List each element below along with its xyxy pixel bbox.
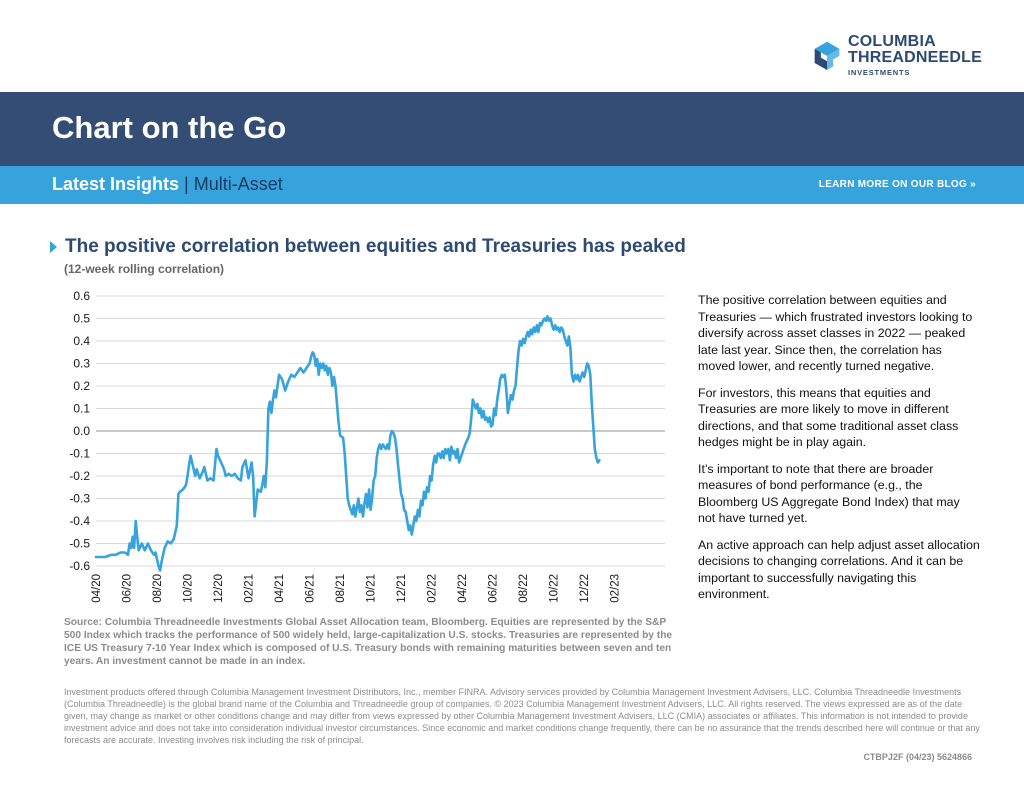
insights-label-group: Latest Insights | Multi-Asset [52, 174, 283, 195]
x-tick-label: 04/22 [457, 574, 469, 603]
chart-heading: The positive correlation between equitie… [50, 236, 686, 258]
grid-layer [96, 295, 665, 567]
x-tick-label: 10/22 [549, 574, 561, 603]
y-axis-labels: 0.6 0.5 0.4 0.3 0.2 0.1 0.0 -0.1 -0.2 -0.3 -0.4 -0.… [69, 289, 90, 573]
y-tick-label: 0.3 [73, 357, 90, 371]
y-tick-label: -0.4 [69, 514, 90, 528]
y-tick-label: 0.5 [73, 312, 90, 326]
x-tick-label: 08/21 [335, 574, 347, 603]
x-tick-label: 12/21 [396, 574, 408, 603]
insights-bar: Latest Insights | Multi-Asset LEARN MORE… [0, 166, 1024, 204]
commentary-paragraph-3: It’s important to note that there are br… [698, 461, 960, 526]
y-tick-label: 0.1 [73, 402, 90, 416]
learn-more-link[interactable]: LEARN MORE ON OUR BLOG » [818, 179, 976, 190]
x-axis-labels: 04/20 06/20 08/20 10/20 12/20 02/21 04/21 06/21… [91, 574, 622, 603]
x-tick-label: 06/21 [305, 574, 317, 603]
columbia-threadneedle-logo: COLUMBIA THREADNEEDLE INVESTMENTS [812, 30, 982, 80]
y-tick-label: 0.4 [73, 334, 90, 348]
insights-label: Latest Insights [52, 174, 180, 194]
x-tick-label: 08/22 [518, 574, 530, 603]
x-tick-label: 12/20 [213, 574, 225, 603]
y-tick-label: 0.6 [73, 289, 90, 303]
x-tick-label: 06/20 [122, 574, 134, 603]
page-title: Chart on the Go [52, 110, 287, 145]
insights-separator: | [184, 174, 189, 194]
x-tick-label: 02/21 [244, 574, 256, 603]
x-tick-label: 04/20 [91, 574, 103, 603]
y-tick-label: 0.2 [73, 379, 90, 393]
chart-title: The positive correlation between equitie… [65, 236, 686, 257]
x-tick-label: 02/22 [427, 574, 439, 603]
x-tick-label: 04/21 [274, 574, 286, 603]
x-tick-label: 02/23 [610, 574, 622, 603]
logo-line-2: THREADNEEDLE [848, 48, 982, 66]
source-note: Source: Columbia Threadneedle Investment… [64, 617, 673, 667]
x-tick-label: 06/22 [488, 574, 500, 603]
disclaimer: Investment products offered through Colu… [64, 687, 980, 745]
y-tick-label: -0.5 [69, 537, 90, 551]
commentary-paragraph-4: An active approach can help adjust asset… [698, 537, 980, 602]
correlation-line-chart: 0.6 0.5 0.4 0.3 0.2 0.1 0.0 -0.1 -0.2 -0.3 -0.4 -0.… [69, 289, 665, 603]
y-tick-label: 0.0 [73, 424, 90, 438]
y-tick-label: -0.1 [69, 447, 90, 461]
correlation-series-line [94, 315, 601, 572]
x-tick-label: 10/21 [366, 574, 378, 603]
y-tick-label: -0.3 [69, 492, 90, 506]
chart-subtitle: (12-week rolling correlation) [64, 262, 225, 276]
triangle-bullet-icon [50, 241, 57, 253]
title-banner: Chart on the Go [0, 92, 1024, 166]
logo-cube-icon [814, 41, 840, 71]
logo-line-1: COLUMBIA [848, 32, 936, 50]
x-tick-label: 12/22 [579, 574, 591, 603]
commentary-paragraph-2: For investors, this means that equities … [698, 385, 959, 450]
commentary-paragraph-1: The positive correlation between equitie… [698, 293, 973, 373]
y-tick-label: -0.6 [69, 559, 90, 573]
logo-line-3: INVESTMENTS [848, 67, 911, 77]
commentary: The positive correlation between equitie… [698, 292, 980, 613]
y-tick-label: -0.2 [69, 469, 90, 483]
insights-category: Multi-Asset [193, 174, 283, 194]
x-tick-label: 10/20 [183, 574, 195, 603]
x-tick-label: 08/20 [152, 574, 164, 603]
document-code: CTBPJ2F (04/23) 5624866 [863, 752, 972, 762]
